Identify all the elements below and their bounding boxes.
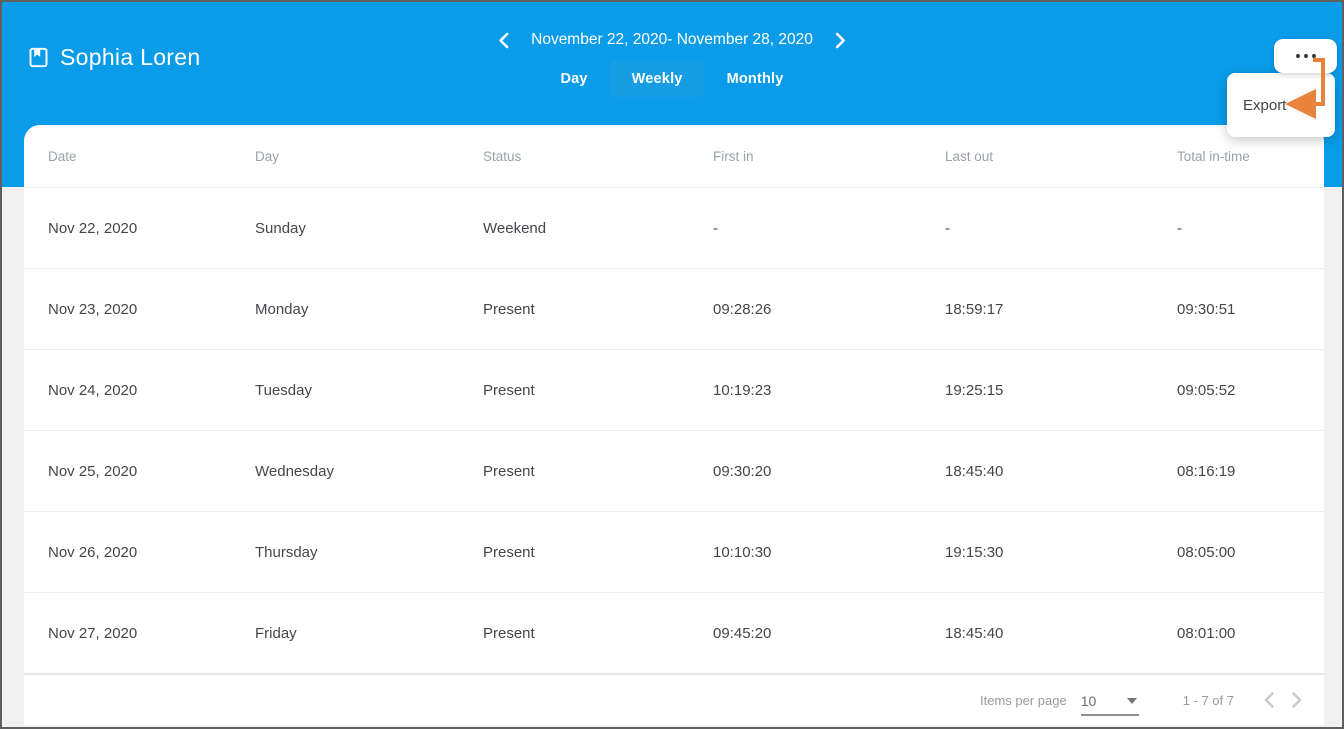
- column-header-first-in: First in: [713, 148, 754, 164]
- table-row: Nov 26, 2020 Thursday Present 10:10:30 19:15…: [24, 511, 1324, 592]
- table-cell: 09:30:51: [1177, 300, 1236, 318]
- table-cell: Nov 27, 2020: [48, 624, 138, 642]
- previous-page-chevron-icon[interactable]: [1262, 691, 1275, 709]
- table-cell: 19:25:15: [945, 381, 1004, 399]
- table-row: Nov 27, 2020 Friday Present 09:45:20 18:45:4…: [24, 592, 1324, 673]
- column-header-status: Status: [483, 148, 522, 164]
- select-caret-icon: [1126, 697, 1137, 704]
- table-cell: Monday: [255, 300, 309, 318]
- table-cell: -: [1177, 219, 1182, 237]
- next-page-chevron-icon[interactable]: [1291, 691, 1304, 709]
- table-body: Nov 22, 2020 Sunday Weekend - - - Nov 23, 2020…: [24, 187, 1324, 673]
- table-cell: Nov 23, 2020: [48, 300, 138, 318]
- items-per-page-value: 10: [1080, 692, 1097, 709]
- table-cell: 09:05:52: [1177, 381, 1236, 399]
- table-cell: Present: [483, 624, 535, 642]
- kebab-dots-icon: [1295, 54, 1300, 58]
- table-cell: Weekend: [483, 219, 547, 237]
- items-per-page-label: Items per page: [979, 692, 1067, 708]
- book-bookmark-icon: [28, 47, 49, 68]
- table-cell: Friday: [255, 624, 297, 642]
- table-cell: Sunday: [255, 219, 306, 237]
- table-cell: Wednesday: [255, 462, 334, 480]
- table-cell: 19:15:30: [945, 543, 1004, 561]
- table-cell: 08:01:00: [1177, 624, 1236, 642]
- table-cell: Present: [483, 381, 535, 399]
- table-cell: Nov 26, 2020: [48, 543, 138, 561]
- prev-week-chevron-icon[interactable]: [498, 32, 509, 49]
- attendance-table: Date Day Status First in Last out Total …: [24, 125, 1324, 725]
- column-header-total-in-time: Total in-time: [1177, 148, 1250, 164]
- column-header-day: Day: [255, 148, 280, 164]
- tab-day[interactable]: Day: [560, 71, 588, 87]
- table-cell: Thursday: [255, 543, 318, 561]
- table-cell: Present: [483, 300, 535, 318]
- next-week-chevron-icon[interactable]: [835, 32, 846, 49]
- table-cell: -: [713, 219, 718, 237]
- table-cell: Nov 22, 2020: [48, 219, 138, 237]
- partial-row: [24, 673, 1324, 674]
- tab-weekly[interactable]: Weekly: [609, 61, 705, 97]
- kebab-dots-icon: [1303, 54, 1308, 58]
- table-cell: 08:05:00: [1177, 543, 1236, 561]
- table-cell: -: [945, 219, 950, 237]
- table-cell: 18:59:17: [945, 300, 1004, 318]
- table-cell: Nov 25, 2020: [48, 462, 138, 480]
- table-cell: 09:45:20: [713, 624, 772, 642]
- table-cell: 10:10:30: [713, 543, 772, 561]
- user-name: Sophia Loren: [60, 44, 201, 70]
- kebab-dots-icon: [1311, 54, 1316, 58]
- tab-monthly[interactable]: Monthly: [726, 71, 784, 87]
- table-cell: 10:19:23: [713, 381, 772, 399]
- export-menu-item[interactable]: Export: [1227, 73, 1335, 137]
- date-range-nav: November 22, 2020- November 28, 2020: [498, 31, 846, 49]
- table-cell: Present: [483, 543, 535, 561]
- table-cell: 09:28:26: [713, 300, 772, 318]
- table-row: Nov 25, 2020 Wednesday Present 09:30:20 18:4…: [24, 430, 1324, 511]
- table-cell: 18:45:40: [945, 462, 1004, 480]
- user-header: Sophia Loren: [28, 44, 200, 71]
- paginator: Items per page 10 1 - 7 of 7: [24, 674, 1324, 725]
- table-cell: Nov 24, 2020: [48, 381, 138, 399]
- pagination-controls: [1262, 691, 1304, 709]
- table-header-row: Date Day Status First in Last out Total …: [24, 125, 1324, 187]
- export-label: Export: [1243, 96, 1287, 114]
- table-row: Nov 22, 2020 Sunday Weekend - - -: [24, 187, 1324, 268]
- table-row: Nov 24, 2020 Tuesday Present 10:19:23 19:25:…: [24, 349, 1324, 430]
- table-cell: Present: [483, 462, 535, 480]
- page-range-label: 1 - 7 of 7: [1182, 692, 1234, 708]
- table-cell: 09:30:20: [713, 462, 772, 480]
- table-cell: Tuesday: [255, 381, 312, 399]
- table-cell: 18:45:40: [945, 624, 1004, 642]
- table-row: Nov 23, 2020 Monday Present 09:28:26 18:59:1…: [24, 268, 1324, 349]
- table-cell: 08:16:19: [1177, 462, 1236, 480]
- column-header-last-out: Last out: [945, 148, 994, 164]
- column-header-date: Date: [48, 148, 77, 164]
- more-options-button[interactable]: [1274, 39, 1337, 73]
- items-per-page-select[interactable]: 10: [1080, 692, 1139, 716]
- date-range-label: November 22, 2020- November 28, 2020: [531, 31, 813, 48]
- view-tabs: Day Weekly Monthly: [538, 61, 805, 97]
